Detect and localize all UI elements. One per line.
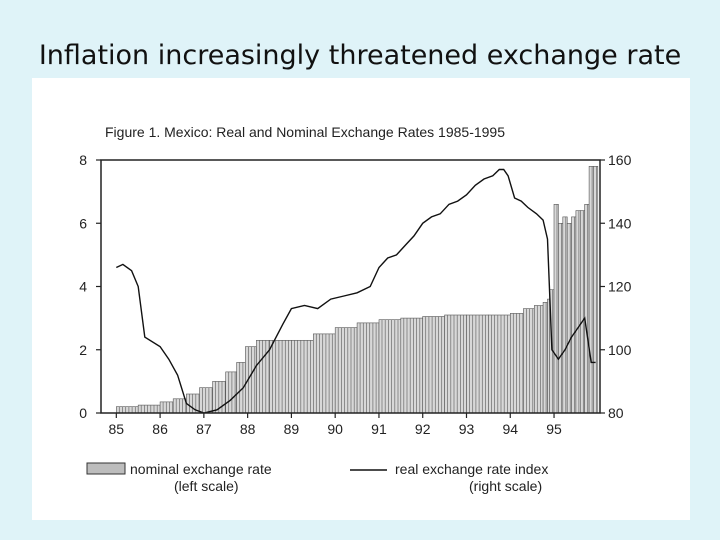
figure-panel: Figure 1. Mexico: Real and Nominal Excha… xyxy=(32,78,690,520)
x-tick-label: 87 xyxy=(196,421,212,437)
right-tick-label: 100 xyxy=(608,342,632,358)
right-tick-label: 160 xyxy=(608,152,632,168)
right-axis: 80 100 120 140 160 xyxy=(600,152,632,421)
nominal-bar xyxy=(584,204,590,414)
left-tick-label: 2 xyxy=(79,342,87,358)
legend-nominal-scale: (left scale) xyxy=(174,478,239,494)
chart-title: Figure 1. Mexico: Real and Nominal Excha… xyxy=(105,124,505,140)
x-tick-label: 91 xyxy=(371,421,387,437)
x-tick-label: 89 xyxy=(284,421,300,437)
nominal-bar xyxy=(199,387,213,414)
x-tick-label: 95 xyxy=(546,421,562,437)
right-tick-label: 80 xyxy=(608,405,624,421)
nominal-bar xyxy=(533,305,544,414)
exchange-rate-chart: Figure 1. Mexico: Real and Nominal Excha… xyxy=(79,124,632,494)
nominal-bars xyxy=(116,166,599,414)
left-tick-label: 4 xyxy=(79,279,87,295)
real-exchange-line xyxy=(116,168,596,414)
legend-bar-swatch xyxy=(86,462,126,475)
nominal-bar xyxy=(172,398,187,414)
left-tick-label: 8 xyxy=(79,152,87,168)
x-tick-label: 85 xyxy=(109,421,125,437)
nominal-bar xyxy=(542,302,548,414)
nominal-bar xyxy=(236,362,246,414)
x-tick-label: 93 xyxy=(459,421,475,437)
nominal-bar xyxy=(547,298,551,414)
x-tick-label: 92 xyxy=(415,421,431,437)
nominal-bar xyxy=(588,166,594,414)
nominal-bar xyxy=(566,223,572,414)
nominal-bar xyxy=(558,223,564,414)
left-tick-label: 6 xyxy=(79,215,87,231)
legend-real-label: real exchange rate index xyxy=(395,461,548,477)
right-tick-label: 120 xyxy=(608,279,632,295)
nominal-bar xyxy=(159,401,174,414)
legend-real-scale: (right scale) xyxy=(469,478,542,494)
nominal-bar xyxy=(571,216,577,414)
nominal-bar xyxy=(579,210,585,414)
nominal-bar xyxy=(593,166,599,414)
nominal-bar xyxy=(562,216,568,414)
slide-title: Inflation increasingly threatened exchan… xyxy=(38,40,682,71)
nominal-bar xyxy=(553,204,559,414)
x-tick-label: 90 xyxy=(327,421,343,437)
right-tick-label: 140 xyxy=(608,215,632,231)
left-axis: 0 2 4 6 8 xyxy=(79,152,101,421)
x-tick-label: 94 xyxy=(502,421,518,437)
x-tick-label: 88 xyxy=(240,421,256,437)
nominal-bar xyxy=(575,210,581,414)
x-axis: 85 86 87 88 89 90 91 92 93 94 95 xyxy=(109,413,562,437)
legend-nominal-label: nominal exchange rate xyxy=(130,461,272,477)
left-tick-label: 0 xyxy=(79,405,87,421)
x-tick-label: 86 xyxy=(152,421,168,437)
